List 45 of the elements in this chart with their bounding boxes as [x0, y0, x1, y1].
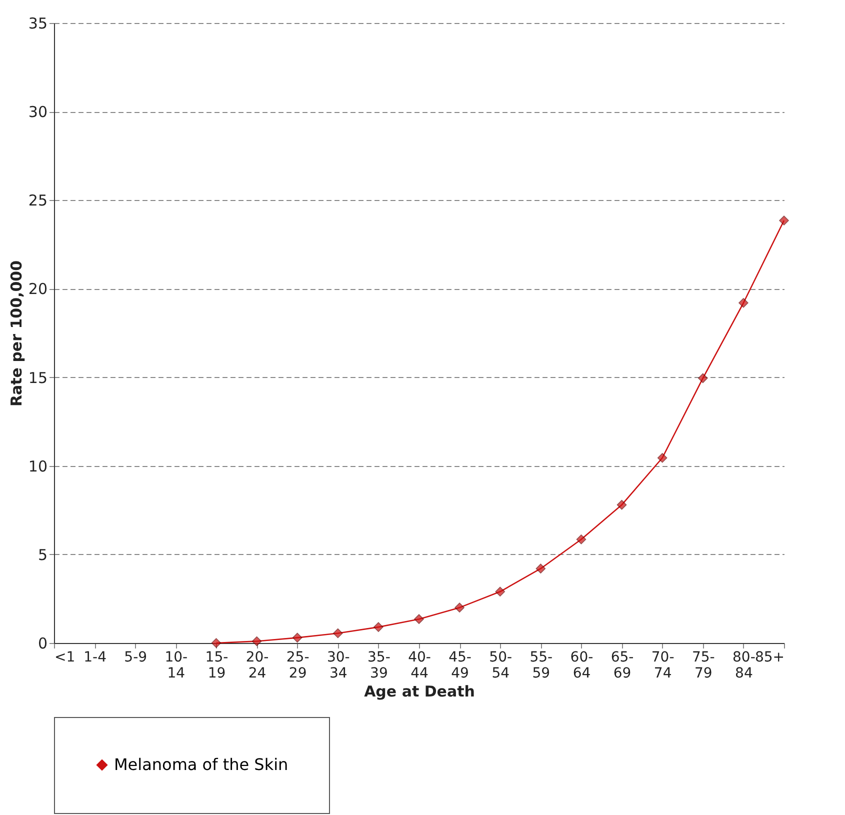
legend-label: Melanoma of the Skin: [114, 755, 288, 774]
point: [616, 500, 627, 510]
point: [211, 638, 222, 648]
point: [738, 298, 748, 308]
point: [333, 628, 343, 638]
x-tick-label: 65-69: [610, 650, 634, 682]
x-tick-label: 85+: [754, 650, 784, 666]
x-tick-label: 5-9: [124, 650, 148, 666]
point: [779, 216, 789, 226]
point: [252, 636, 262, 646]
x-tick-label: 40-44: [408, 650, 431, 682]
x-tick-label: 25-29: [286, 650, 310, 682]
x-tick-label: 10-14: [164, 650, 188, 682]
point: [454, 602, 464, 612]
y-axis-title: Rate per 100,000: [7, 260, 26, 407]
point: [292, 632, 302, 643]
point: [698, 373, 708, 384]
x-tick-label: 60-64: [570, 650, 594, 682]
y-tick-label: 30: [28, 103, 48, 122]
x-tick-label: 45-49: [448, 650, 472, 682]
y-tick-label: 15: [28, 368, 48, 387]
point: [576, 534, 586, 544]
x-tick-label: 35-39: [368, 650, 390, 682]
x-tick-label: 20-24: [246, 650, 269, 682]
x-tick-label: 1-4: [84, 650, 107, 666]
y-tick-label: 25: [28, 192, 48, 210]
y-tick-label: 35: [28, 14, 48, 32]
x-tick-label: 50-54: [489, 650, 512, 682]
point: [536, 564, 546, 574]
y-tick-label: 5: [38, 546, 48, 564]
y-tick-label: 0: [38, 634, 48, 652]
x-tick-label: 80-84: [732, 650, 756, 682]
x-axis-title: Age at Death: [364, 682, 475, 700]
x-tick-label: 55-59: [530, 650, 553, 682]
x-tick-label: 15-19: [205, 650, 228, 682]
point: [374, 622, 384, 632]
x-tick-label: 30-34: [326, 650, 350, 682]
y-tick-label: 10: [28, 457, 48, 476]
x-tick-label: 70-74: [651, 650, 674, 682]
x-tick-label: 75-79: [692, 650, 715, 682]
x-tick-label: <1: [54, 650, 76, 666]
point: [495, 586, 505, 596]
point: [414, 614, 424, 624]
point: [657, 453, 668, 463]
y-tick-label: 20: [28, 280, 48, 298]
